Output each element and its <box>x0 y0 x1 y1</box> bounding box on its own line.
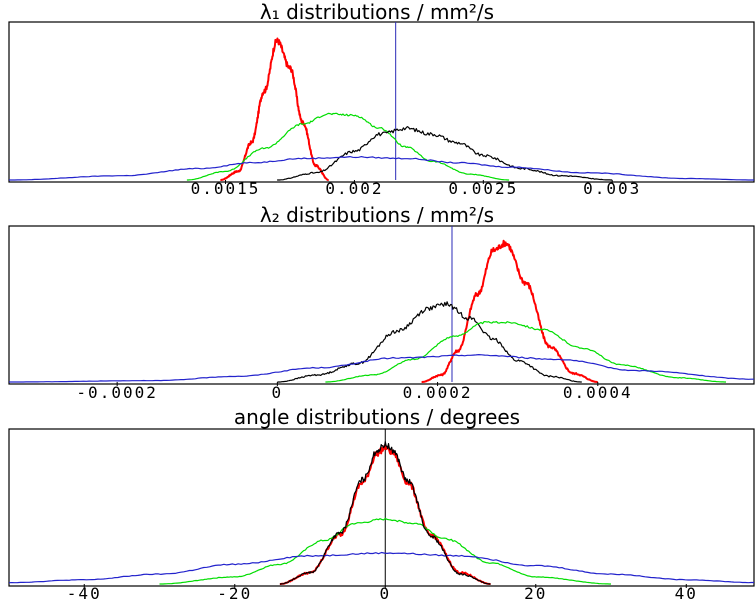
lambda1-tick-label: 0.0015 <box>191 179 261 198</box>
lambda2-series-green <box>325 321 726 383</box>
lambda1-panel: λ₁ distributions / mm²/s 0.0015 0.002 0.00… <box>8 0 755 198</box>
lambda2-series-black <box>277 301 582 383</box>
angle-series-black <box>279 441 491 585</box>
lambda2-series-blue <box>9 354 754 383</box>
lambda1-series-blue <box>9 156 754 181</box>
angle-tick-label: 20 <box>524 584 547 603</box>
lambda1-series-green <box>186 112 510 181</box>
angle-series-blue <box>8 551 754 584</box>
lambda1-tick-label: 0.002 <box>325 179 383 198</box>
lambda2-plot-frame <box>8 225 755 385</box>
angle-series-green <box>159 517 611 585</box>
lambda1-series-black <box>277 125 613 181</box>
angle-plot-frame <box>8 428 755 587</box>
lambda2-tick-label: 0.0004 <box>563 383 633 402</box>
lambda1-title: λ₁ distributions / mm²/s <box>260 0 494 24</box>
angle-tick-label: 0 <box>379 584 391 603</box>
angle-tick-label: -20 <box>217 584 252 603</box>
lambda1-tick-label: 0.003 <box>583 179 641 198</box>
angle-panel: angle distributions / degrees -40 -20 0 20 4… <box>8 405 755 603</box>
lambda2-tick-label: 0 <box>272 383 284 402</box>
lambda2-series-red <box>421 239 599 383</box>
lambda2-title: λ₂ distributions / mm²/s <box>260 203 494 227</box>
lambda2-tick-label: -0.0002 <box>76 383 157 402</box>
angle-title: angle distributions / degrees <box>234 405 520 429</box>
lambda2-panel: λ₂ distributions / mm²/s -0.0002 0 0.0002 0… <box>8 203 755 402</box>
lambda1-series-red <box>219 37 330 181</box>
angle-tick-label: 40 <box>675 584 698 603</box>
lambda2-tick-label: 0.0002 <box>403 383 473 402</box>
lambda1-tick-label: 0.0025 <box>448 179 518 198</box>
lambda1-plot-frame <box>8 21 755 183</box>
angle-tick-label: -40 <box>67 584 102 603</box>
